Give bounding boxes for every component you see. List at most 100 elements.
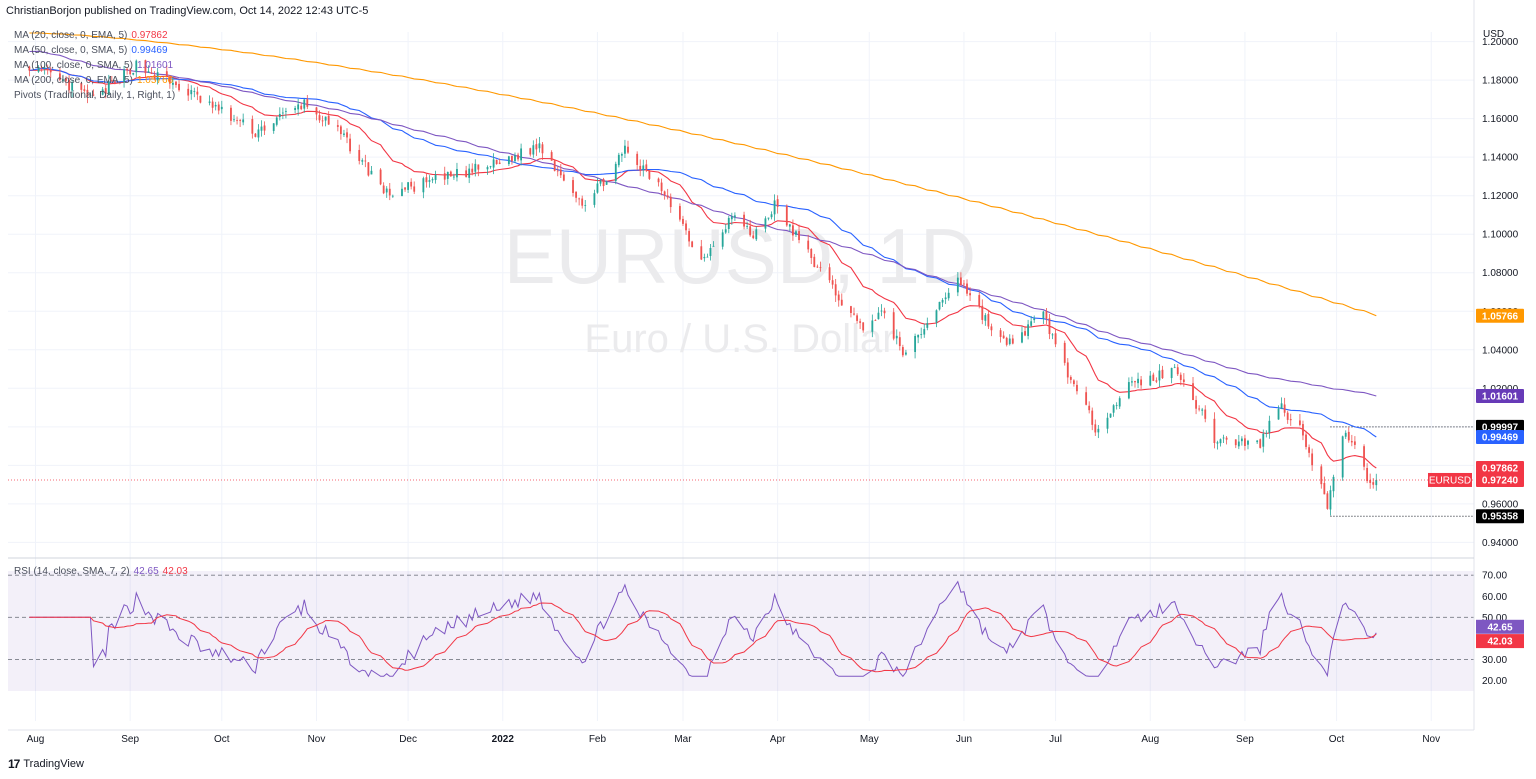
candle-body [153,74,156,79]
time-tick-label: Oct [1329,734,1345,745]
candle [388,183,391,201]
price-badge-label: 1.01601 [1482,391,1519,402]
candle [871,314,874,338]
candle [831,275,834,289]
candle-body [165,71,168,77]
time-tick-label: May [860,734,879,745]
candle [883,307,886,319]
candle [1045,308,1048,325]
candle [1112,404,1115,417]
legend-ma20-label: MA (20, close, 0, EMA, 5) [14,30,128,41]
candle [272,123,275,134]
legend-ma200-value: 1.05766 [136,75,174,86]
candle [214,101,217,111]
candle-body [636,153,639,165]
candle-body [1161,369,1164,379]
candle [428,175,431,188]
candle [1326,491,1329,510]
candle [956,272,959,297]
price-tick-label: 1.10000 [1482,230,1519,241]
candle [529,147,532,157]
candle [727,215,730,234]
candle [1109,413,1112,419]
candle [83,85,86,93]
candle-body [935,310,938,323]
candle-body [785,205,788,226]
candle [1066,358,1069,384]
candle [1353,436,1356,450]
candle-body [62,79,64,82]
candle-body [599,180,602,184]
candle-body [645,164,648,171]
candle-body [196,91,199,95]
candle [749,219,752,237]
candle-body [1213,418,1216,444]
legend-ma20[interactable]: MA (20, close, 0, EMA, 5) 0.97862 [14,28,175,43]
price-badge-ma20: 0.97862 [1476,460,1524,475]
candle [110,76,113,83]
candle [217,101,220,115]
candle [431,177,434,184]
candle-body [859,321,862,323]
candle-body [233,119,235,121]
candle-body [813,256,816,268]
candle-body [104,88,107,95]
candle [810,248,813,265]
price-badge-bg [1476,430,1524,445]
legend-ma100[interactable]: MA (100, close, 0, SMA, 5) 1.01601 [14,58,175,73]
candle-body [1192,383,1194,401]
candle-body [498,162,501,164]
candle-body [217,104,220,111]
time-tick-label: Nov [308,734,326,745]
candle [1347,427,1350,443]
candle-body [1332,476,1335,492]
candle-body [816,266,819,268]
candle-body [1106,417,1109,429]
candle-body [358,149,361,161]
candle [1363,444,1365,471]
candle [795,230,797,238]
candle-body [1323,483,1326,495]
candle [816,264,819,268]
legend-ma50[interactable]: MA (50, close, 0, SMA, 5) 0.99469 [14,43,175,58]
candle [80,81,83,97]
candle-body [923,329,926,335]
candle-body [1195,400,1197,409]
candle [959,272,962,287]
time-tick-label: Sep [121,734,139,745]
candle-body [978,295,981,306]
candle [407,181,410,194]
candle [156,67,159,85]
candle [1173,364,1176,369]
candle [425,173,428,188]
candle [172,76,174,90]
legend-ma200[interactable]: MA (200, close, 0, EMA, 5) 1.05766 [14,73,175,88]
candle [1069,375,1072,384]
candle [126,68,129,75]
candle-body [107,81,110,95]
candle-body [349,138,351,152]
candle-body [303,99,306,109]
candle [343,129,345,138]
candle-body [257,129,260,138]
legend-pivots[interactable]: Pivots (Traditional, Daily, 1, Right, 1) [14,88,175,103]
candle [260,120,263,137]
candle-body [193,91,196,92]
candle-body [862,322,865,331]
candle-body [620,154,623,156]
candle-body [135,60,138,73]
candle [452,173,455,180]
rsi-legend[interactable]: RSI (14, close, SMA, 7, 2) 42.65 42.03 [14,566,188,577]
candle-body [278,114,281,118]
candle-body [343,133,345,135]
candle [1350,434,1353,447]
candle [944,292,947,305]
candle [230,105,232,126]
candle-body [382,185,385,194]
candle [605,180,608,186]
tradingview-footer[interactable]: 17 TradingView [8,757,84,771]
candle-body [514,155,516,162]
candle-body [1305,434,1307,447]
candle-body [944,297,947,300]
